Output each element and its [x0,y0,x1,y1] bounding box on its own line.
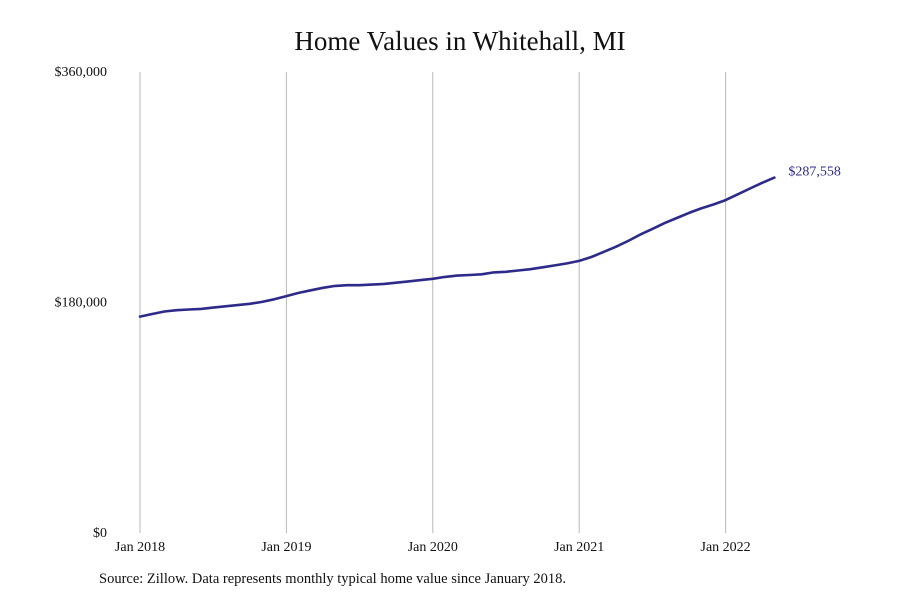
series-line [138,176,776,318]
y-tick-label: $360,000 [55,65,108,80]
x-tick-label: Jan 2022 [701,540,751,555]
y-tick-label: $180,000 [55,296,108,311]
x-tick-label: Jan 2021 [554,540,604,555]
x-tick-label: Jan 2020 [408,540,458,555]
last-value-label: $287,558 [788,165,841,180]
x-tick-label: Jan 2019 [261,540,311,555]
y-tick-label: $0 [93,526,107,541]
x-tick-label: Jan 2018 [115,540,165,555]
source-note: Source: Zillow. Data represents monthly … [99,571,566,587]
chart-title: Home Values in Whitehall, MI [294,26,626,56]
